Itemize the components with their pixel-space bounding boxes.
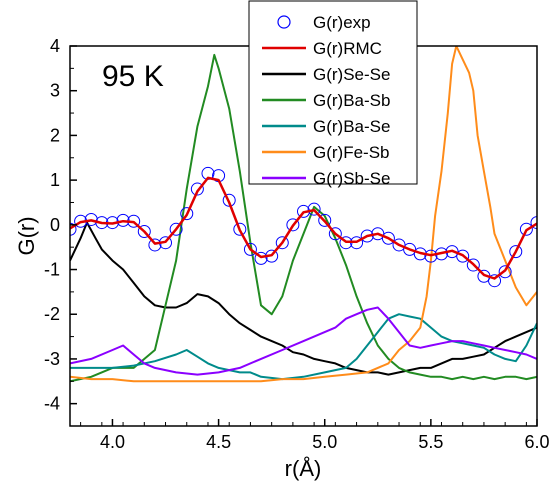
data-point: [169, 222, 183, 236]
y-tick-label: -1: [44, 260, 60, 280]
data-point: [190, 182, 204, 196]
data-point: [530, 216, 537, 230]
legend-label: G(r)exp: [313, 13, 371, 32]
series-g-r-ba-se: [70, 313, 537, 381]
series-layer: [70, 46, 537, 383]
legend-label: G(r)Fe-Sb: [313, 143, 390, 162]
y-axis-title: G(r): [14, 216, 39, 255]
legend-item: G(r)exp: [277, 13, 371, 32]
y-tick-label: 1: [50, 170, 60, 190]
x-tick-label: 4.0: [100, 432, 125, 452]
data-point: [180, 207, 194, 221]
x-tick-label: 6.0: [524, 432, 549, 452]
data-point: [243, 242, 257, 256]
axis-ticks: [70, 45, 538, 427]
data-point: [498, 265, 512, 279]
temperature-annotation: 95 K: [102, 60, 164, 93]
y-tick-label: 0: [50, 215, 60, 235]
data-point: [233, 222, 247, 236]
data-point: [70, 222, 77, 236]
series-g-r-exp: [70, 166, 537, 288]
y-tick-label: -4: [44, 394, 60, 414]
legend-label: G(r)Ba-Sb: [313, 91, 390, 110]
data-point: [116, 213, 130, 227]
data-point: [509, 245, 523, 259]
legend-label: G(r)RMC: [313, 39, 382, 58]
data-point: [254, 251, 268, 265]
legend-item: G(r)Sb-Se: [262, 169, 390, 188]
legend-item: G(r)Ba-Sb: [262, 91, 390, 110]
series-line: [70, 176, 537, 280]
legend-item: G(r)RMC: [262, 39, 382, 58]
legend-item: G(r)Fe-Sb: [262, 143, 390, 162]
series-g-r-se-se: [70, 221, 537, 376]
data-point: [381, 231, 395, 245]
y-tick-label: 3: [50, 81, 60, 101]
legend-box: [248, 0, 418, 185]
data-point: [222, 193, 236, 207]
x-tick-label: 5.0: [312, 432, 337, 452]
legend: G(r)exp G(r)RMC G(r)Se-Se G(r)Ba-Sb G(r)Ba-S…: [248, 0, 418, 188]
x-tick-label: 5.5: [418, 432, 443, 452]
y-tick-label: -3: [44, 349, 60, 369]
legend-label: G(r)Sb-Se: [313, 169, 390, 188]
data-point: [318, 213, 332, 227]
data-point: [137, 225, 151, 239]
data-point: [466, 258, 480, 272]
data-point: [275, 236, 289, 250]
data-point: [286, 218, 300, 232]
series-g-r-sb-se: [70, 306, 537, 376]
data-point: [307, 202, 321, 216]
data-point: [424, 249, 438, 263]
data-point: [148, 238, 162, 252]
series-line: [70, 46, 537, 383]
tick-labels: 4.0 4.5 5.0 5.5 6.0 -4 -3 -2 -1 0 1 2 3 4: [44, 36, 550, 452]
legend-item: G(r)Se-Se: [262, 65, 390, 84]
y-tick-label: -2: [44, 304, 60, 324]
x-tick-label: 4.5: [206, 432, 231, 452]
data-point: [519, 222, 533, 236]
series-line: [70, 306, 537, 376]
x-axis-title: r(Å): [285, 456, 322, 481]
y-tick-label: 2: [50, 125, 60, 145]
data-point: [488, 274, 502, 288]
data-point: [456, 249, 470, 263]
data-point: [328, 227, 342, 241]
legend-label: G(r)Se-Se: [313, 65, 390, 84]
series-line: [70, 221, 537, 376]
legend-marker: [277, 15, 291, 29]
y-tick-label: 4: [50, 36, 60, 56]
series-line: [70, 313, 537, 381]
series-g-r-rmc: [70, 176, 537, 280]
legend-label: G(r)Ba-Se: [313, 117, 390, 136]
legend-item: G(r)Ba-Se: [262, 117, 390, 136]
series-g-r-fe-sb: [70, 46, 537, 383]
